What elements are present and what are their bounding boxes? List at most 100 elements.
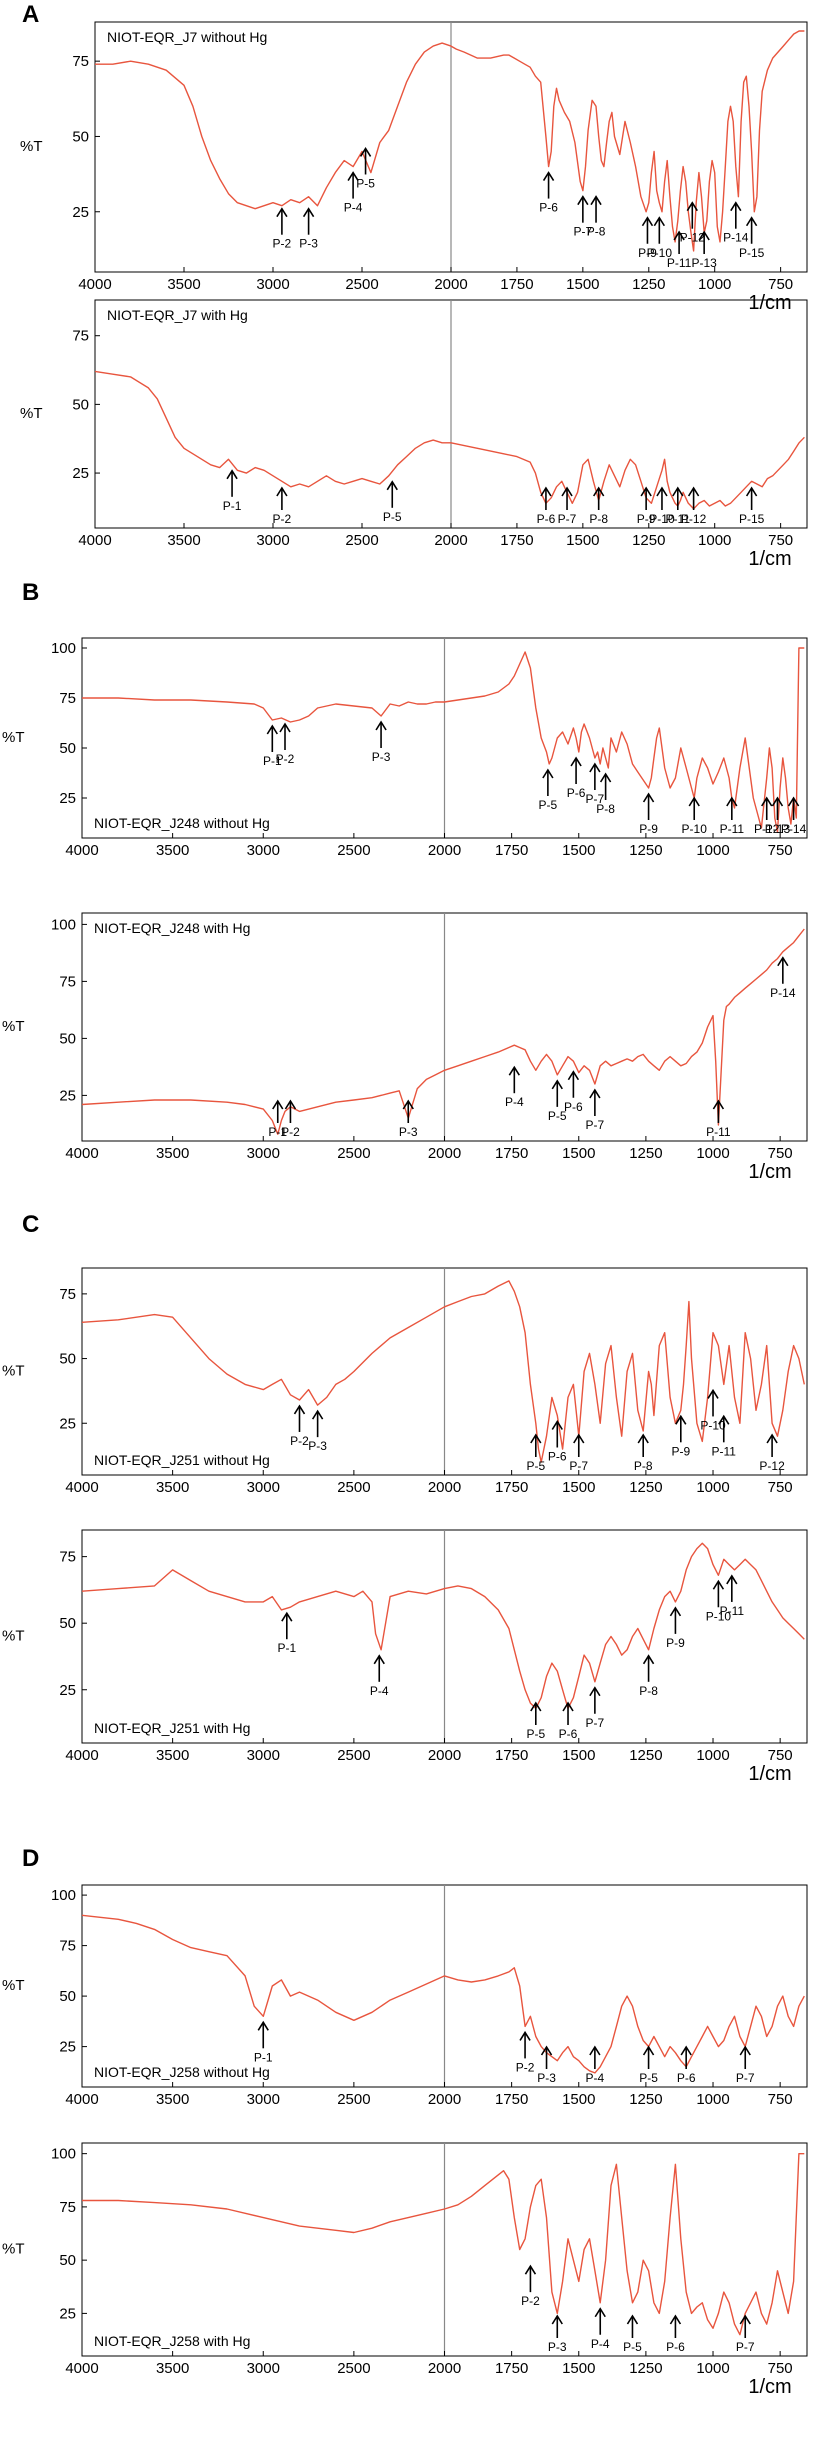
peak-arrowhead [680,2045,692,2056]
peak-arrowhead [745,486,758,497]
peak-arrowhead [718,1414,730,1425]
peak-label: P-7 [736,2071,755,2085]
peak-label: P-9 [666,1636,685,1650]
chart-5: 25 50 75 %T 4000 3500 3000 2500 2000 1750 1500 1250… [2,1267,808,1496]
chart-title: NIOT-EQR_J248 with Hg [94,920,250,936]
x-tick-label: 750 [768,1479,793,1496]
x-tick-label: 2000 [434,532,467,549]
x-tick-label: 1000 [696,1145,729,1162]
peak-arrowhead [590,195,602,206]
peak-label: P-7 [558,512,577,526]
peak-arrowhead [276,486,288,497]
x-tick-label: 2500 [337,2091,370,2108]
y-axis-label: %T [2,1977,25,1994]
peak-label: P-13 [691,256,717,270]
x-tick-label: 1000 [696,1479,729,1496]
peak-label: P-7 [574,225,593,239]
x-tick-label: 2500 [337,1145,370,1162]
peak-label: P-2 [516,2060,535,2074]
peak-arrowhead [551,1419,563,1430]
peak-label: P-10 [706,1609,732,1623]
peak-label: P-3 [399,1125,418,1139]
peak-label: P-1 [223,499,242,513]
x-tick-label: 1500 [562,842,595,859]
chart-layer: A B C D 25 50 75 %T 4000 3500 3000 2500 2000 1750 1500… [2,1,808,2398]
y-axis-label: %T [2,1628,25,1645]
x-axis-label: 1/cm [748,1763,791,1785]
x-tick-label: 1000 [696,842,729,859]
x-axis-label: 1/cm [748,2376,791,2398]
peak-arrowhead [726,1574,738,1585]
peak-label: P-1 [254,2050,273,2064]
peak-label: P-4 [370,1684,389,1698]
x-tick-label: 4000 [78,532,111,549]
y-axis-label: %T [20,138,43,155]
peak-label: P-7 [586,792,605,806]
x-tick-label: 750 [768,532,793,549]
peak-label: P-2 [521,2294,540,2308]
peak-arrowhead [642,792,655,803]
peak-label: P-6 [559,1727,578,1741]
peak-label: P-15 [739,246,765,260]
peak-label: P-9 [638,246,657,260]
x-tick-label: 750 [768,1145,793,1162]
y-tick-label: 25 [59,1087,76,1104]
x-tick-label: 3500 [156,1145,189,1162]
x-tick-label: 1750 [500,532,533,549]
x-tick-label: 2000 [428,1747,461,1764]
peak-arrowhead [640,486,652,497]
peak-label: P-7 [569,1459,588,1473]
peak-arrowhead [686,201,698,212]
x-tick-label: 3500 [167,276,200,293]
peak-label: P-5 [548,1109,567,1123]
x-tick-label: 4000 [65,2091,98,2108]
peak-label: P-1 [263,754,282,768]
peak-arrowhead [669,2314,682,2325]
peak-label: P-8 [596,802,615,816]
x-tick-label: 750 [768,2091,793,2108]
peak-arrowhead [653,216,666,227]
y-tick-label: 75 [59,1549,76,1566]
chart-1: 25 50 75 %T 4000 3500 3000 2500 2000 1750 1500 1250… [20,21,808,314]
peak-arrowhead [272,1099,284,1110]
y-tick-label: 100 [51,1887,76,1904]
x-tick-label: 2500 [337,1479,370,1496]
peak-arrowhead [573,1433,585,1444]
x-tick-label: 1000 [698,276,731,293]
y-tick-label: 25 [59,2305,76,2322]
x-tick-label: 4000 [78,276,111,293]
chart-title: NIOT-EQR_J251 without Hg [94,1452,270,1468]
peak-arrowhead [712,1579,725,1590]
peak-label: P-10 [647,246,673,260]
peak-label: P-8 [589,512,608,526]
peak-label: P-11 [666,512,691,526]
peak-arrowhead [589,1686,601,1697]
x-tick-label: 3000 [247,1479,280,1496]
x-tick-label: 4000 [65,2360,98,2377]
chart-title: NIOT-EQR_J258 without Hg [94,2064,270,2080]
peak-label: P-10 [682,822,708,836]
y-tick-label: 50 [59,1615,76,1632]
peak-arrowhead [519,2030,531,2041]
peak-arrowhead [284,1099,297,1110]
peak-arrowhead [373,1654,385,1665]
peak-arrowhead [577,195,589,206]
chart-4: 25 50 75 100 %T 4000 3500 3000 2500 2000 1750 1500 1… [2,912,808,1183]
y-tick-label: 75 [59,1286,76,1303]
x-tick-label: 750 [768,1747,793,1764]
peak-label: P-6 [564,1100,583,1114]
peak-arrowhead [673,230,685,241]
x-tick-label: 750 [768,2360,793,2377]
peak-label: P-6 [548,1449,567,1463]
y-axis-label: %T [20,405,43,422]
peak-label: P-12 [681,512,707,526]
peak-arrowhead [656,486,668,497]
chart-8: 25 50 75 100 %T 4000 3500 3000 2500 2000 1750 1500 1… [2,2142,808,2398]
spectrum-line [81,1280,805,1463]
peak-label: P-5 [639,2071,658,2085]
peak-arrowhead [561,486,573,497]
peak-arrowhead [672,486,684,497]
spectrum-line [82,647,805,833]
x-tick-label: 1500 [562,1145,595,1162]
x-tick-label: 4000 [65,1145,98,1162]
